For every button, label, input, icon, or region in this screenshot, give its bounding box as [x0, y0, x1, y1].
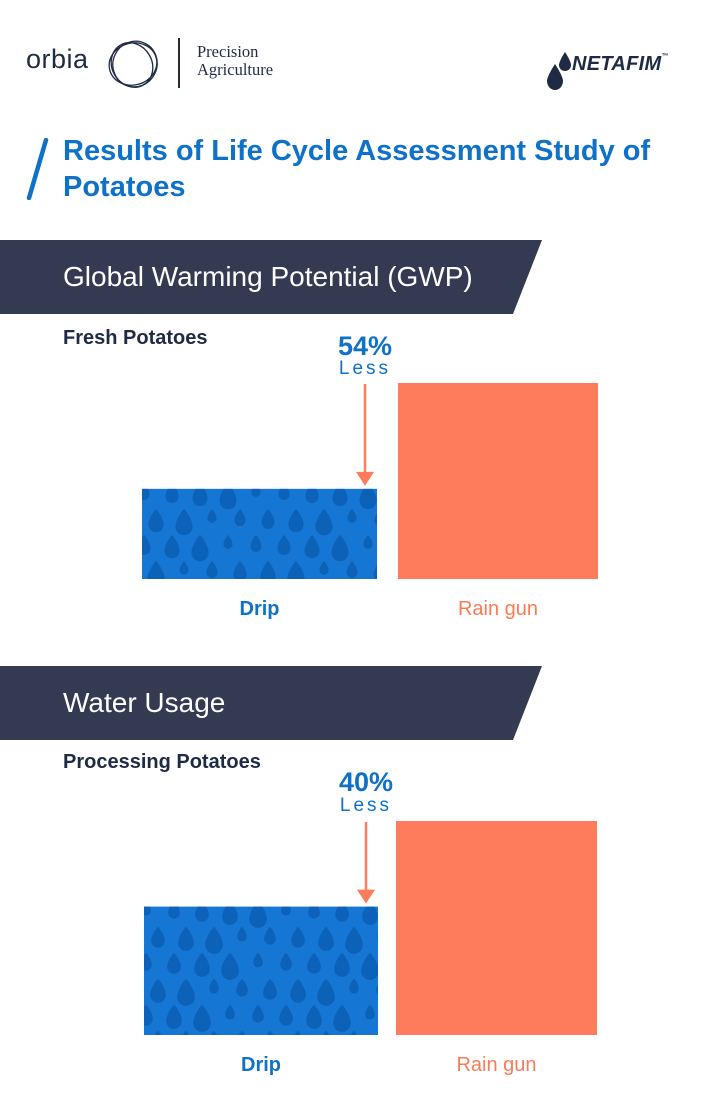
chart-subtitle: Processing Potatoes: [63, 751, 261, 773]
section-banner-water: Water Usage: [0, 666, 542, 740]
banner-shape: [0, 666, 542, 740]
chart-plot-area: [144, 821, 597, 1035]
annotation-text: Less: [338, 358, 392, 379]
category-label-rain-gun: Rain gun: [456, 1054, 537, 1076]
section-banner-gwp: Global Warming Potential (GWP): [0, 240, 542, 314]
category-label-drip: Drip: [241, 1054, 281, 1076]
bar-chart-gwp: 54% Less Drip Rain gun: [0, 330, 722, 630]
orbia-rings-icon: [108, 40, 158, 88]
banner-shape: [0, 240, 542, 314]
category-label-rain-gun: Rain gun: [457, 598, 539, 620]
division-line-1: Precision: [197, 42, 259, 61]
section-title: Global Warming Potential (GWP): [63, 261, 473, 292]
title-slash-icon: [26, 138, 49, 200]
raindrop-pattern-icon: [144, 906, 378, 1035]
page-title: Results of Life Cycle Assessment Study o…: [63, 135, 651, 203]
bar-rain-gun: [398, 383, 598, 579]
annotation-percent: 54%: [337, 331, 393, 361]
logo-divider: [178, 38, 180, 88]
raindrop-pattern-icon: [142, 488, 377, 579]
annotation-text: Less: [339, 795, 393, 816]
bar-rain-gun: [396, 821, 597, 1035]
orbia-logo-text: orbia: [26, 44, 89, 74]
down-arrow-icon: [356, 471, 374, 486]
chart-subtitle: Fresh Potatoes: [63, 327, 208, 349]
category-label-drip: Drip: [239, 598, 280, 620]
division-name: Precision Agriculture: [197, 43, 273, 79]
netafim-logo: NETAFIM™: [546, 50, 668, 97]
section-title: Water Usage: [63, 687, 226, 718]
chart-plot-area: [142, 383, 598, 579]
netafim-drops-icon: [547, 52, 571, 90]
division-line-2: Agriculture: [197, 60, 274, 79]
annotation-percent: 40%: [338, 767, 394, 797]
netafim-logo-text: NETAFIM™: [572, 53, 669, 75]
bar-chart-water: 40% Less Drip Rain gun: [0, 766, 722, 1086]
down-arrow-icon: [357, 889, 375, 904]
